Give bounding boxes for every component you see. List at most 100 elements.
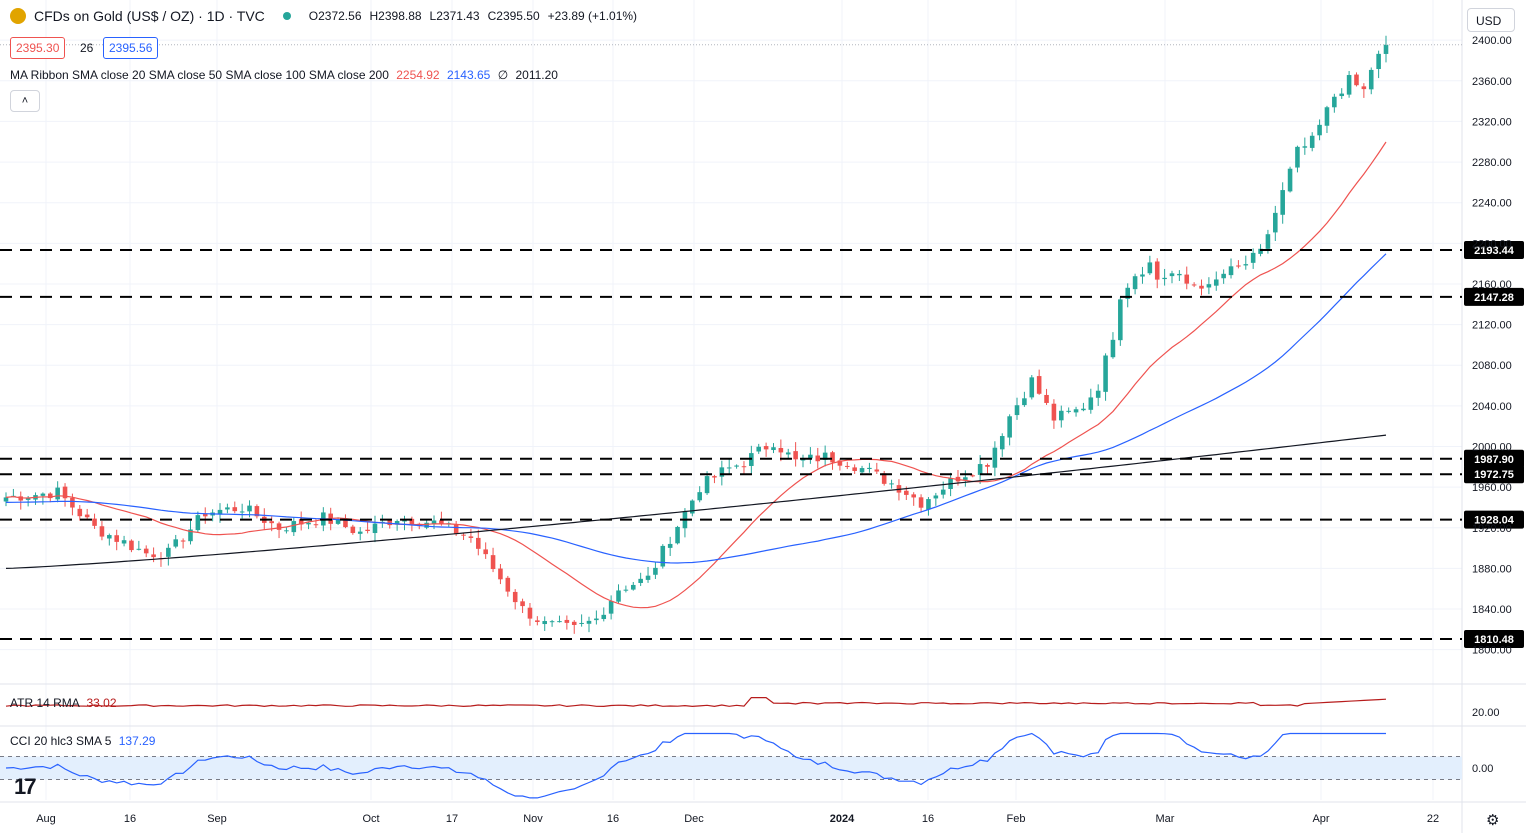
candle-body (1125, 287, 1130, 299)
candle-body (1295, 146, 1300, 168)
candle-body (822, 452, 828, 460)
candle-body (852, 467, 857, 471)
candle-body (601, 614, 607, 620)
candle-body (653, 567, 658, 575)
candle-body (645, 575, 651, 580)
candle-body (1250, 252, 1256, 263)
candle-body (166, 547, 171, 557)
sell-price-button[interactable]: 2395.30 (10, 37, 66, 59)
sma-200-line (5, 434, 1387, 569)
candle-body (1051, 403, 1057, 421)
price-tick-label: 2120.00 (1472, 320, 1512, 332)
price-tick-label: 2240.00 (1472, 198, 1512, 210)
candle-body (874, 469, 880, 472)
candle-body (1103, 355, 1108, 392)
ohlc-low: L2371.43 (429, 9, 480, 23)
market-open-icon (282, 12, 291, 20)
price-tick-label: 2280.00 (1472, 157, 1512, 169)
candle-body (291, 521, 297, 533)
symbol-legend: CFDs on Gold (US$ / OZ) · 1D · TVC O2372… (10, 8, 637, 24)
candle-body (594, 618, 599, 621)
candle-body (1376, 53, 1381, 70)
candle-body (741, 466, 747, 468)
gold-coin-icon (10, 8, 26, 24)
candle-body (859, 468, 865, 473)
candle-body (409, 518, 415, 525)
candle-body (40, 493, 46, 496)
price-tick-label: 1800.00 (1472, 645, 1512, 657)
candle-body (129, 540, 134, 551)
buy-price-button[interactable]: 2395.56 (103, 37, 159, 59)
candle-body (439, 520, 444, 524)
candle-body (1324, 107, 1330, 126)
candle-body (535, 620, 540, 623)
candle-body (712, 476, 717, 478)
currency-selector[interactable]: USD (1467, 8, 1515, 32)
tradingview-logo[interactable]: 17 (14, 774, 37, 799)
candle-body (1339, 93, 1345, 97)
candle-body (47, 493, 53, 499)
candle-body (276, 523, 282, 530)
time-tick-label: 16 (922, 813, 934, 825)
candle-body (372, 523, 378, 534)
cci-legend[interactable]: CCI 20 hlc3 SMA 5 137.29 (10, 734, 155, 748)
candle-body (756, 446, 762, 452)
candle-body (453, 524, 459, 534)
price-tick-label: 1880.00 (1472, 563, 1512, 575)
candle-body (1118, 299, 1123, 341)
candle-body (1007, 416, 1012, 438)
candle-body (667, 543, 673, 548)
price-tick-label: 2320.00 (1472, 116, 1512, 128)
candle-body (697, 492, 702, 501)
candle-body (778, 447, 784, 453)
candle-body (121, 540, 127, 544)
candle-body (564, 619, 570, 623)
candle-body (483, 549, 488, 555)
time-tick-label: 2024 (830, 813, 855, 825)
candle-body (107, 535, 112, 539)
candle-body (1036, 376, 1042, 394)
candle-body (313, 524, 319, 526)
candle-body (837, 460, 843, 466)
candle-body (638, 578, 643, 584)
ohlc-close: C2395.50 (487, 9, 540, 23)
candle-body (424, 522, 429, 528)
ma-ribbon-legend[interactable]: MA Ribbon SMA close 20 SMA close 50 SMA … (10, 68, 558, 82)
candle-body (195, 515, 201, 531)
candle-body (608, 601, 614, 614)
candle-body (298, 519, 304, 525)
candle-body (77, 508, 83, 517)
time-tick-label: Sep (207, 813, 227, 825)
settings-gear-icon[interactable]: ⚙ (1486, 812, 1500, 829)
candle-body (387, 520, 393, 526)
ohlc-high: H2398.88 (369, 9, 422, 23)
candle-body (1199, 285, 1204, 289)
price-tick-label: 2000.00 (1472, 442, 1512, 454)
candle-body (143, 548, 149, 554)
candle-body (1243, 264, 1249, 266)
candle-body (793, 451, 798, 460)
level-price-label: 2193.44 (1474, 245, 1515, 257)
candle-body (660, 545, 666, 567)
collapse-legend-button[interactable]: ˄ (10, 90, 40, 112)
candle-body (889, 483, 894, 485)
candle-body (284, 530, 289, 532)
candle-body (461, 534, 466, 536)
candle-body (771, 447, 776, 451)
candle-body (512, 591, 518, 603)
candle-body (70, 497, 75, 508)
sma-50-line (5, 253, 1387, 564)
candle-body (1346, 75, 1352, 95)
candle-body (1287, 168, 1293, 192)
candle-body (881, 473, 887, 484)
candle-body (490, 555, 496, 570)
symbol-title[interactable]: CFDs on Gold (US$ / OZ) · 1D · TVC (34, 8, 265, 24)
candle-body (911, 494, 916, 498)
level-price-tag (1464, 449, 1524, 468)
candle-body (84, 514, 90, 518)
candle-body (1191, 284, 1197, 286)
atr-legend[interactable]: ATR 14 RMA 33.02 (10, 696, 117, 710)
candle-body (1169, 273, 1175, 277)
